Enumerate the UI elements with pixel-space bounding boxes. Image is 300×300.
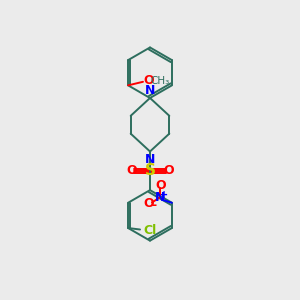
Text: CH₃: CH₃ — [150, 76, 170, 85]
Text: O: O — [144, 197, 154, 210]
Text: O: O — [155, 179, 166, 192]
Text: Cl: Cl — [144, 224, 157, 238]
Text: O: O — [144, 74, 154, 87]
Text: N: N — [145, 84, 155, 97]
Text: O: O — [163, 164, 174, 177]
Text: N: N — [145, 153, 155, 166]
Text: N: N — [155, 190, 166, 204]
Text: -: - — [152, 199, 157, 212]
Text: +: + — [160, 190, 169, 200]
Text: O: O — [126, 164, 137, 177]
Text: S: S — [145, 163, 155, 178]
